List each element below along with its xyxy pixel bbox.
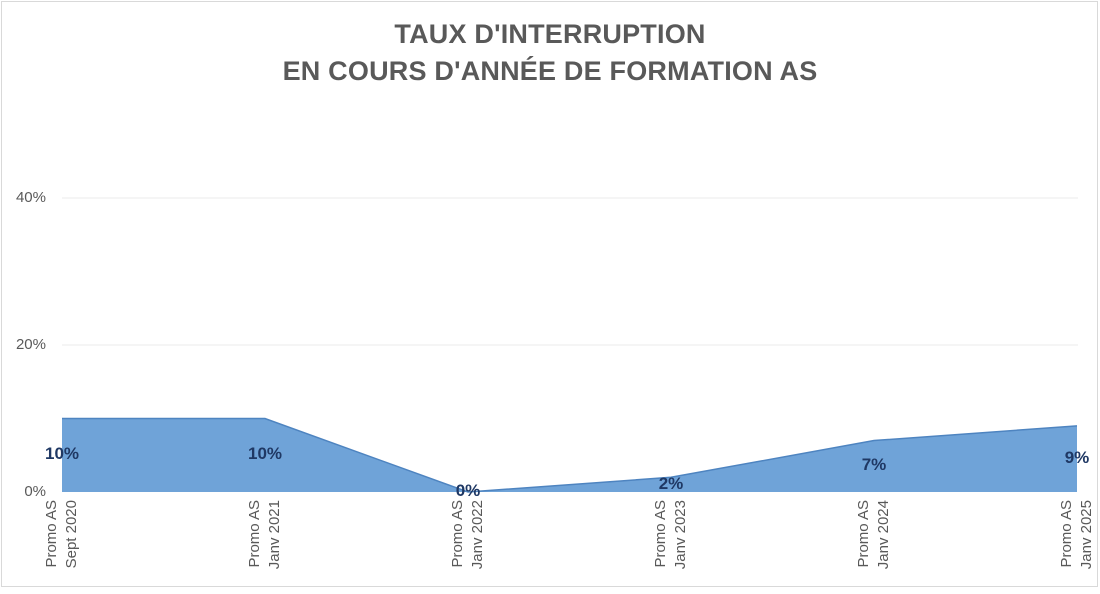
chart-title-line1: TAUX D'INTERRUPTION: [394, 19, 706, 49]
x-axis-tick-line: Janv 2025: [1078, 500, 1095, 570]
x-axis-tick-label: Promo AS Janv 2024: [854, 500, 894, 594]
area-series: [62, 418, 1077, 492]
y-axis-tick-label: 0%: [24, 483, 46, 500]
chart-title-line2: EN COURS D'ANNÉE DE FORMATION AS: [282, 56, 818, 86]
x-axis-tick-line: Janv 2024: [875, 500, 892, 570]
chart-title: TAUX D'INTERRUPTION EN COURS D'ANNÉE DE …: [0, 16, 1100, 90]
x-axis-tick-line: Janv 2022: [469, 500, 486, 570]
area-series-outline: [62, 417, 1078, 493]
data-label: 2%: [658, 473, 684, 493]
data-label: 10%: [247, 444, 283, 464]
x-axis-tick-line: Promo AS: [652, 500, 669, 568]
data-label: 7%: [861, 455, 887, 475]
x-axis-tick-label: Promo AS Janv 2021: [245, 500, 285, 594]
x-axis-tick-label: Promo AS Janv 2023: [651, 500, 691, 594]
x-axis-tick-line: Janv 2023: [672, 500, 689, 570]
data-label: 9%: [1064, 447, 1090, 467]
x-axis-tick-line: Promo AS: [1058, 500, 1075, 568]
x-axis-tick-label: Promo AS Janv 2022: [448, 500, 488, 594]
y-axis-tick-label: 20%: [15, 336, 46, 353]
x-axis-tick-line: Promo AS: [855, 500, 872, 568]
data-label: 10%: [44, 444, 80, 464]
data-label: 0%: [455, 481, 481, 500]
x-axis-tick-line: Janv 2021: [266, 500, 283, 570]
x-axis-tick-label: Promo AS Janv 2025: [1057, 500, 1097, 594]
x-axis-tick-line: Promo AS: [246, 500, 263, 568]
x-axis-tick-line: Promo AS: [449, 500, 466, 568]
y-axis-tick-label: 40%: [15, 189, 46, 206]
x-axis-tick-label: Promo AS Sept 2020: [42, 500, 82, 594]
x-axis-tick-line: Sept 2020: [63, 500, 80, 569]
x-axis-tick-line: Promo AS: [43, 500, 60, 568]
